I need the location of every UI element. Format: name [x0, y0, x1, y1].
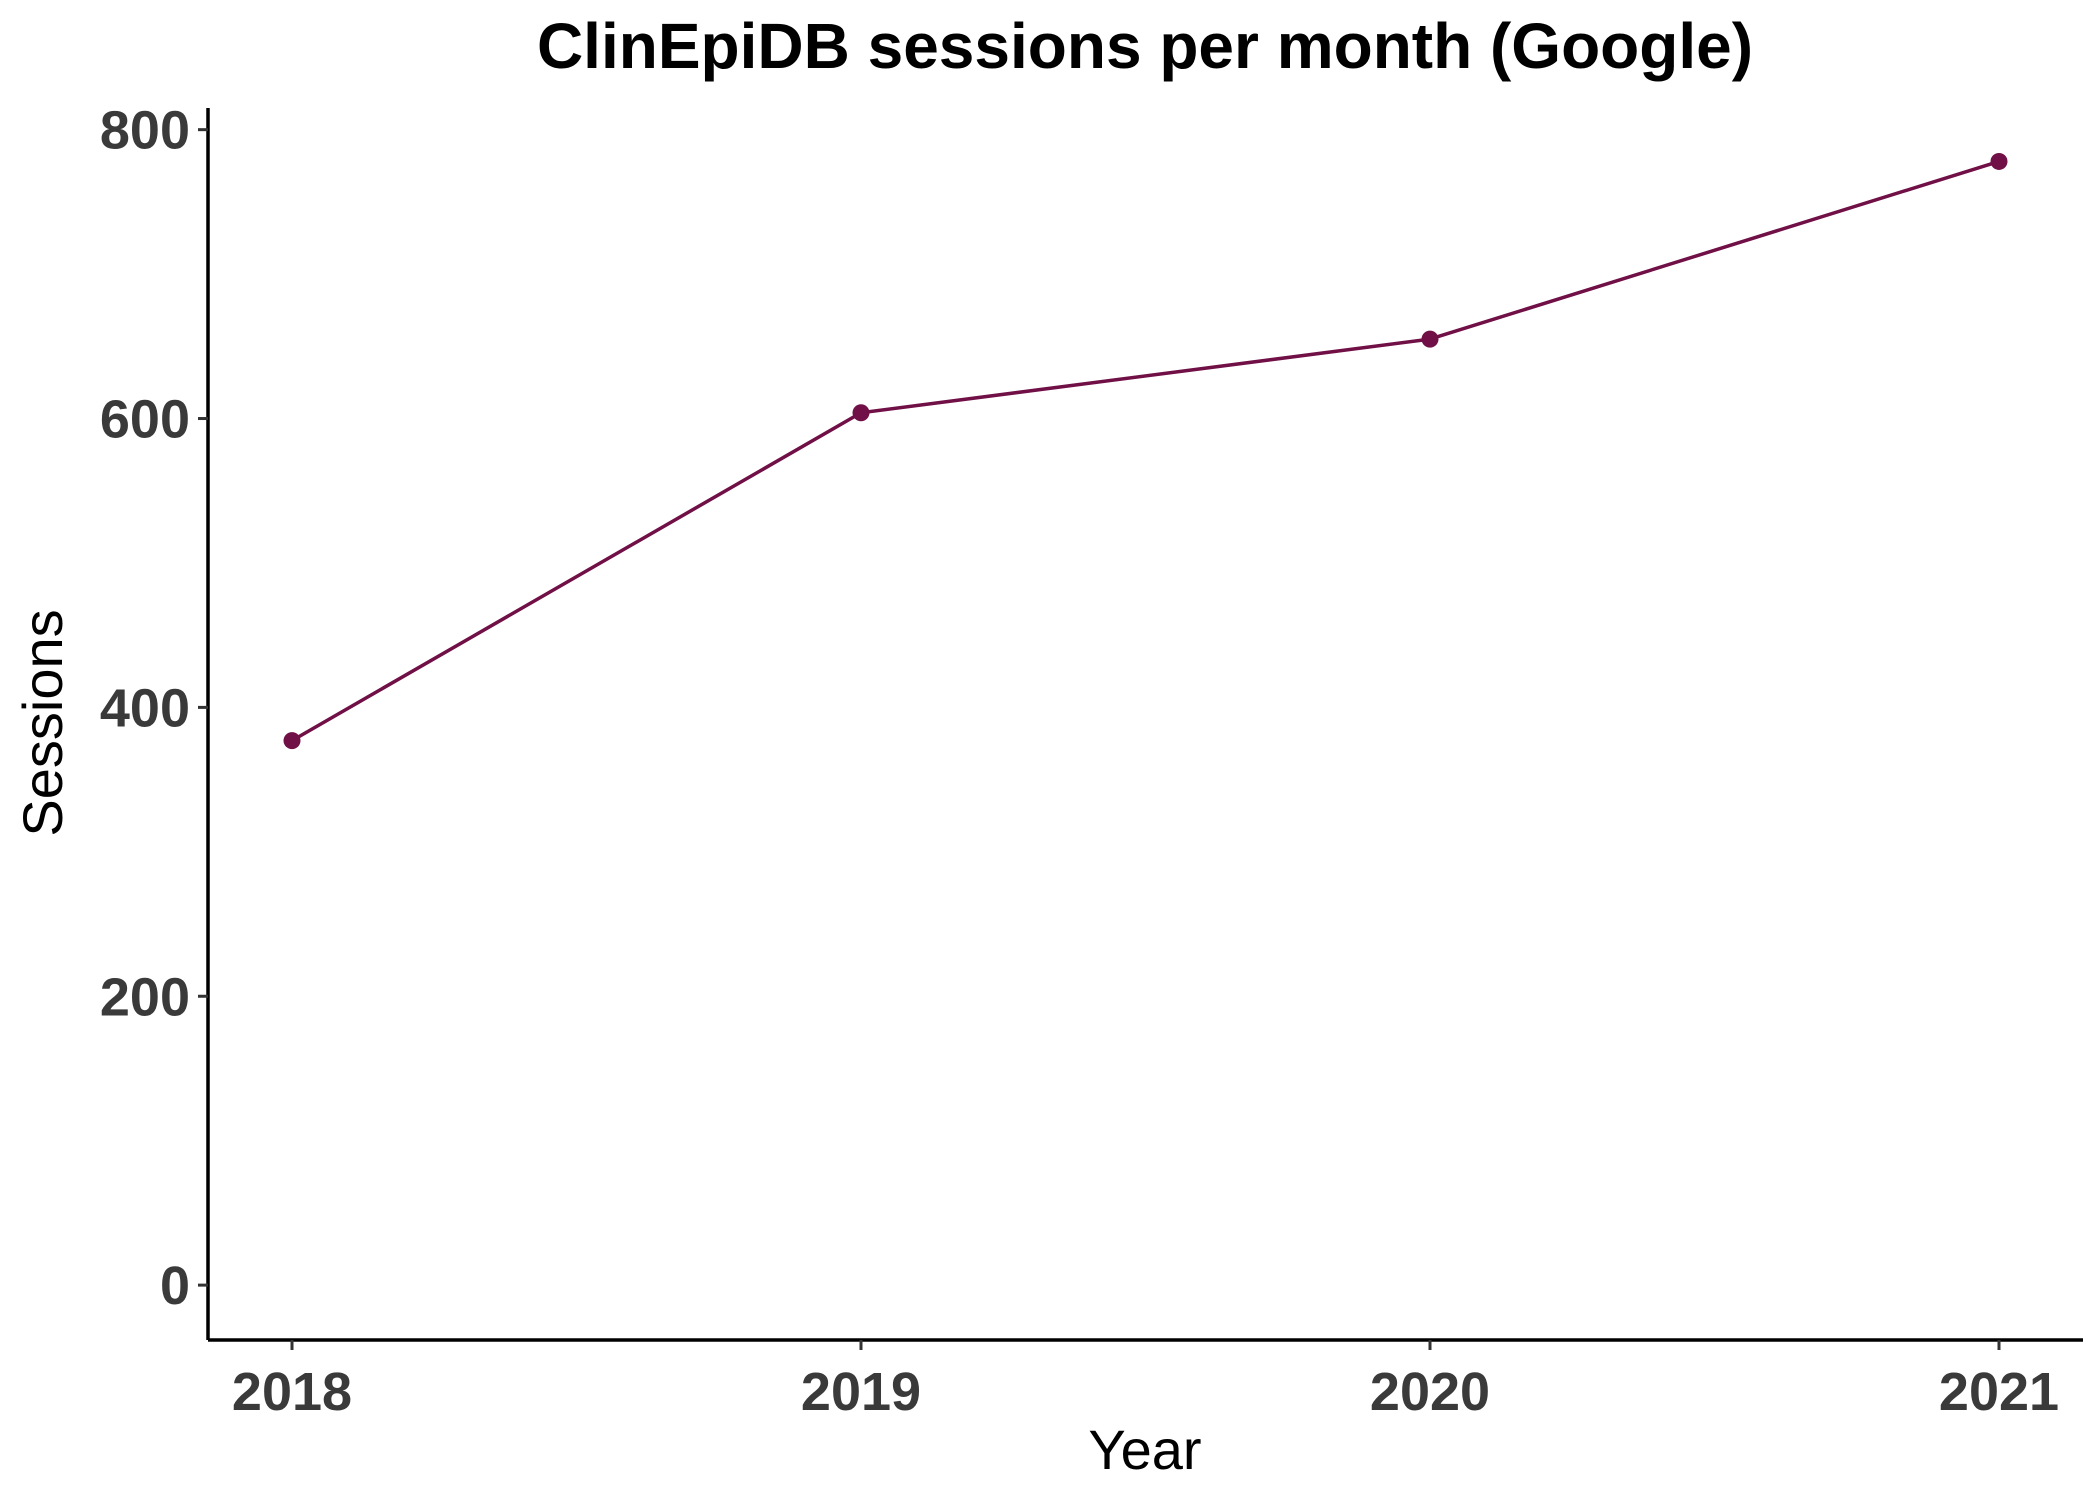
- chart-title: ClinEpiDB sessions per month (Google): [537, 10, 1753, 82]
- data-point: [1421, 330, 1439, 348]
- series-line: [291, 159, 2000, 743]
- x-tick-label: 2021: [1939, 1362, 2059, 1422]
- x-tick-label: 2019: [801, 1362, 921, 1422]
- y-tick-label: 400: [100, 678, 190, 738]
- data-point: [852, 404, 870, 422]
- x-tick-label: 2018: [232, 1362, 352, 1422]
- series-layer: [283, 152, 2008, 750]
- y-tick-label: 200: [100, 967, 190, 1027]
- y-tick-label: 800: [100, 101, 190, 161]
- x-axis: 2018 2019 2020 2021: [208, 1338, 2083, 1422]
- x-axis-title: Year: [1088, 1418, 1201, 1481]
- x-tick-label: 2020: [1370, 1362, 1490, 1422]
- data-point: [1990, 152, 2008, 170]
- data-point: [283, 732, 301, 750]
- y-tick-label: 600: [100, 390, 190, 450]
- y-axis: 0 200 400 600 800: [100, 101, 210, 1340]
- y-axis-title: Sessions: [11, 609, 74, 836]
- y-tick-label: 0: [160, 1256, 190, 1316]
